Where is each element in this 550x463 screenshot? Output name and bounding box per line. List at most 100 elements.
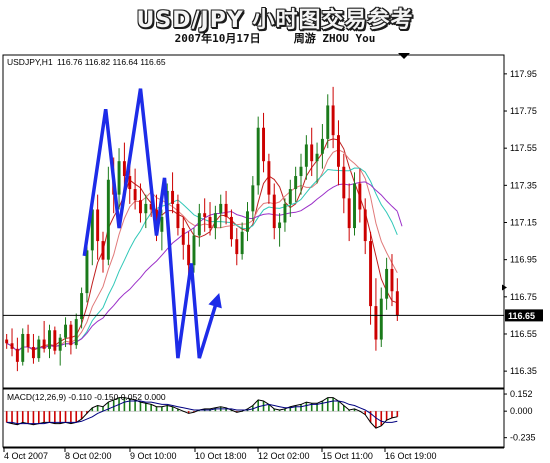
candle-body: [257, 128, 260, 186]
candle: [107, 167, 110, 265]
macd-histogram-bar: [38, 411, 40, 423]
macd-histogram-bar: [338, 401, 340, 411]
time-tick-label: 9 Oct 10:00: [130, 451, 177, 461]
candle-body: [85, 250, 88, 293]
macd-histogram-bar: [33, 411, 35, 425]
candle-body: [316, 154, 319, 161]
candle-body: [310, 144, 313, 161]
macd-histogram-bar: [11, 411, 13, 423]
macd-histogram-bar: [322, 401, 324, 411]
price-tick-label: 117.75: [510, 106, 537, 116]
macd-histogram-bar: [156, 407, 158, 412]
candle-body: [321, 139, 324, 154]
candle-body: [32, 347, 35, 358]
price-tick-label: 117.35: [510, 180, 537, 190]
candle-body: [139, 200, 142, 213]
candle-body: [225, 204, 228, 217]
candle-body: [332, 105, 335, 135]
candle: [53, 327, 56, 355]
candle-body: [214, 213, 217, 228]
macd-histogram-bar: [166, 406, 168, 412]
macd-tick-label: 0.000: [510, 406, 533, 416]
candle-body: [5, 340, 8, 344]
candle-body: [246, 211, 249, 231]
symbol-label: USDJPY,H1: [7, 57, 53, 67]
candle-body: [262, 128, 265, 161]
candle-body: [364, 209, 367, 241]
macd-tick-label: 0.152: [510, 389, 533, 399]
candle-body: [385, 269, 388, 299]
candle-body: [11, 343, 14, 349]
macd-histogram-bar: [386, 411, 388, 420]
macd-histogram-bar: [391, 411, 393, 418]
macd-histogram-bar: [380, 411, 382, 426]
candle-body: [391, 269, 394, 291]
price-tick-label: 117.95: [510, 69, 537, 79]
symbol-info-label: USDJPY,H1 116.76 116.82 116.64 116.65: [7, 57, 166, 67]
time-tick-label: 8 Oct 02:00: [65, 451, 112, 461]
macd-histogram-bar: [22, 411, 24, 422]
price-tick-label: 116.95: [510, 255, 537, 265]
candle-body: [369, 241, 372, 306]
candle: [21, 328, 24, 365]
macd-histogram-bar: [70, 411, 72, 423]
macd-histogram-bar: [54, 411, 56, 423]
candle-body: [43, 340, 46, 349]
candle-body: [219, 204, 222, 213]
candle-body: [27, 334, 30, 347]
candle-body: [289, 189, 292, 204]
candle-body: [21, 334, 24, 362]
candle-body: [203, 213, 206, 217]
candle-body: [396, 291, 399, 315]
candle-body: [353, 183, 356, 228]
candle-body: [107, 180, 110, 260]
candle-body: [235, 239, 238, 254]
macd-histogram-bar: [140, 402, 142, 411]
candle-body: [283, 204, 286, 223]
macd-histogram-bar: [6, 411, 8, 422]
price-tick-label: 117.55: [510, 143, 537, 153]
macd-histogram-bar: [375, 411, 377, 428]
candle-body: [69, 325, 72, 345]
candle-body: [118, 161, 121, 194]
candle-body: [305, 144, 308, 166]
candle-body: [48, 330, 51, 349]
candle-body: [209, 217, 212, 228]
candle-body: [160, 217, 163, 232]
candle-body: [337, 135, 340, 167]
candle-body: [96, 209, 99, 241]
candle-body: [251, 185, 254, 211]
macd-histogram-bar: [327, 398, 329, 412]
candle: [257, 117, 260, 195]
macd-histogram-bar: [150, 404, 152, 411]
time-tick-label: 15 Oct 11:00: [322, 451, 373, 461]
candle-body: [134, 189, 137, 200]
candle-body: [380, 299, 383, 340]
candle-body: [348, 198, 351, 228]
macd-histogram-bar: [59, 411, 61, 423]
time-tick-label: 16 Oct 19:00: [385, 451, 437, 461]
candle-body: [267, 161, 270, 194]
macd-histogram-bar: [27, 411, 29, 423]
macd-histogram-bar: [108, 402, 110, 411]
candle-body: [193, 236, 196, 266]
macd-histogram-bar: [257, 400, 259, 411]
candle: [37, 336, 40, 362]
price-tick-label: 116.75: [510, 292, 537, 302]
candle-body: [198, 213, 201, 235]
macd-info-label: MACD(12,26,9) -0.110 -0.150 0.052 0.000: [7, 392, 166, 402]
ohlc-label: 116.76 116.82 116.64 116.65: [57, 57, 166, 67]
macd-histogram-bar: [75, 411, 77, 422]
time-tick-label: 12 Oct 02:00: [258, 451, 310, 461]
macd-tick-label: -0.235: [510, 433, 536, 443]
candle-body: [171, 191, 174, 204]
candle-body: [59, 338, 62, 351]
price-tick-label: 116.35: [510, 366, 537, 376]
candle-body: [230, 217, 233, 239]
candle-body: [326, 105, 329, 138]
candle-body: [102, 241, 105, 260]
candle-body: [342, 167, 345, 199]
candle-body: [123, 161, 126, 176]
candle-body: [294, 176, 297, 189]
candle-body: [374, 306, 377, 339]
